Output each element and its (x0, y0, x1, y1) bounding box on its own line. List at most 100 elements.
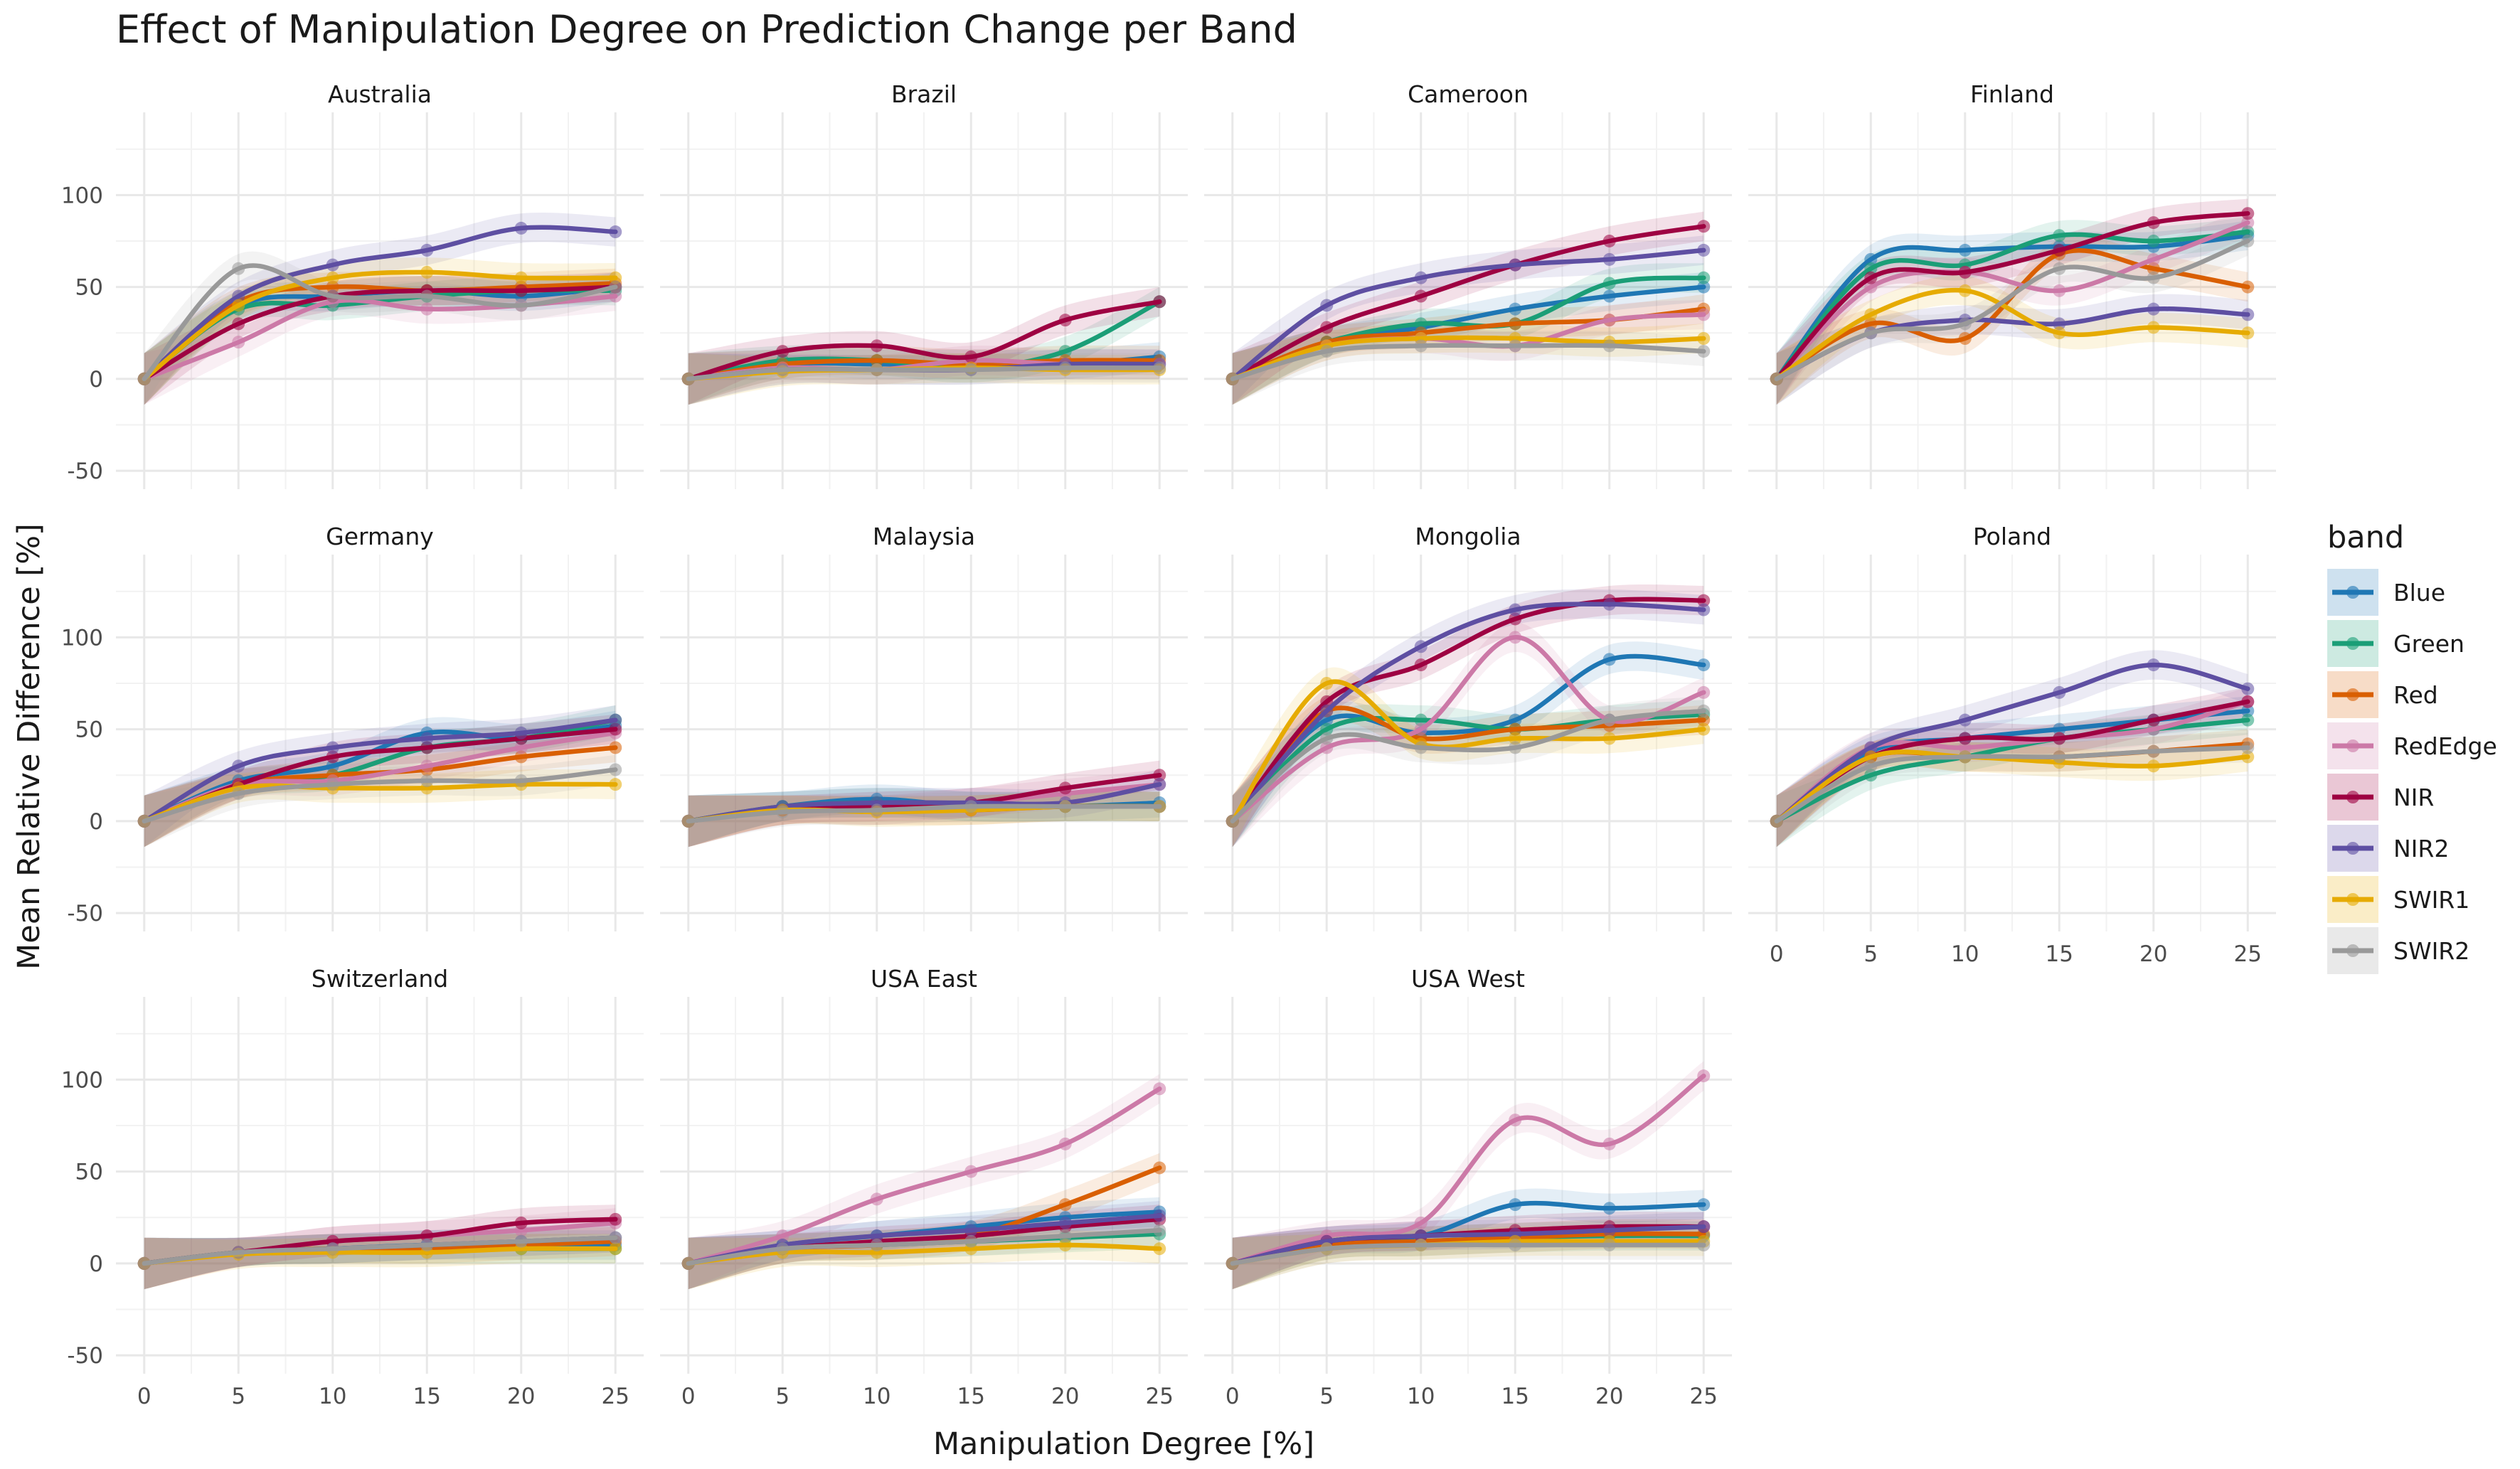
legend-label: Red (2393, 681, 2438, 709)
data-point-swir2 (1770, 372, 1783, 385)
y-tick-label: 100 (61, 625, 103, 651)
series-line-swir2 (686, 1228, 1162, 1266)
data-point-green (2241, 225, 2255, 239)
series-line-nir2 (1230, 247, 1706, 382)
data-point-rededge (420, 759, 434, 773)
data-point-swir2 (776, 1242, 790, 1256)
data-point-nir2 (964, 1224, 978, 1237)
series-line-nir2 (142, 225, 618, 382)
series-line-nir (686, 299, 1162, 382)
data-point-rededge (1153, 1082, 1166, 1096)
data-point-swir1 (1958, 284, 1972, 297)
data-point-rededge (1509, 1113, 1522, 1127)
data-point-swir2 (681, 1256, 695, 1270)
data-point-swir1 (609, 271, 622, 284)
facet-panel: Poland 0 5 10 15 20 25 (1748, 523, 2276, 967)
x-tick-label: 5 (231, 1384, 245, 1409)
data-point-rededge (1414, 1217, 1428, 1229)
data-point-nir2 (232, 759, 245, 773)
facet-strip-label: USA East (871, 965, 977, 993)
data-point-swir2 (1509, 1239, 1522, 1252)
data-point-swir2 (964, 363, 978, 376)
data-point-swir2 (1509, 339, 1522, 353)
data-point-nir2 (2053, 317, 2066, 331)
data-point-swir2 (1414, 741, 1428, 754)
data-point-nir2 (514, 726, 528, 739)
data-point-green (1058, 345, 1072, 358)
data-point-nir2 (514, 221, 528, 235)
data-point-blue (1509, 713, 1522, 727)
data-point-red (1958, 332, 1972, 345)
data-point-rededge (1058, 1137, 1072, 1150)
data-point-nir2 (1602, 597, 1616, 611)
data-point-rededge (609, 289, 622, 303)
legend-key-point (2346, 791, 2359, 803)
x-tick-label: 20 (2139, 941, 2167, 967)
data-point-rededge (1509, 631, 1522, 644)
legend-key-point (2346, 586, 2359, 599)
x-tick-label: 25 (2234, 941, 2262, 967)
data-point-nir2 (609, 225, 622, 239)
data-point-rededge (2053, 284, 2066, 297)
data-point-nir2 (1414, 271, 1428, 284)
y-tick-label: 0 (89, 367, 103, 392)
legend-item-rededge: RedEdge (2327, 722, 2497, 769)
y-tick-label: -50 (67, 1343, 103, 1369)
data-point-nir2 (1602, 1224, 1616, 1237)
data-point-red (326, 280, 339, 294)
facet-panel: Brazil (660, 80, 1188, 489)
data-point-swir2 (870, 803, 883, 817)
facet-panel: Switzerland -50 0 50 100 0 5 10 15 20 25 (61, 965, 644, 1409)
series-line-nir2 (1230, 1224, 1706, 1266)
data-point-nir2 (1320, 704, 1334, 717)
confidence-ribbon-blue (1232, 272, 1704, 405)
legend-label: NIR2 (2393, 835, 2449, 862)
data-point-nir (1058, 314, 1072, 327)
series-line-red (142, 281, 618, 382)
data-point-swir2 (1770, 814, 1783, 828)
data-point-nir (2053, 732, 2066, 745)
data-point-swir2 (1153, 800, 1166, 813)
data-point-swir2 (1414, 339, 1428, 353)
data-point-nir (1697, 220, 1711, 233)
data-point-nir2 (1058, 1217, 1072, 1229)
data-point-blue (1602, 1202, 1616, 1215)
data-point-swir2 (1226, 372, 1239, 385)
legend-label: NIR (2393, 784, 2434, 811)
series-line-swir2 (1230, 1242, 1706, 1266)
data-point-nir (2241, 207, 2255, 220)
data-point-swir2 (1320, 345, 1334, 358)
data-point-swir2 (1058, 1229, 1072, 1243)
data-point-nir2 (2053, 685, 2066, 699)
data-point-nir2 (870, 1229, 883, 1243)
confidence-ribbon-red (1232, 693, 1704, 848)
data-point-rededge (2241, 216, 2255, 230)
series-line-swir2 (1774, 238, 2250, 382)
data-point-swir2 (420, 774, 434, 787)
data-point-nir (420, 741, 434, 754)
data-point-nir (232, 317, 245, 331)
data-point-red (1058, 1198, 1072, 1212)
data-point-swir2 (2147, 744, 2160, 758)
data-point-nir2 (2147, 658, 2160, 672)
x-tick-label: 20 (1051, 1384, 1079, 1409)
data-point-swir2 (326, 289, 339, 303)
data-point-rededge (2147, 252, 2160, 266)
confidence-ribbon-nir (688, 287, 1160, 405)
data-point-nir (2053, 243, 2066, 257)
series-line-swir1 (142, 269, 618, 382)
data-point-swir2 (870, 1239, 883, 1252)
legend-item-red: Red (2327, 671, 2438, 718)
facet-panel: USA West 0 5 10 15 20 25 (1204, 965, 1732, 1409)
data-point-swir1 (514, 271, 528, 284)
data-point-blue (326, 759, 339, 773)
data-point-swir2 (1602, 713, 1616, 727)
data-point-nir (1414, 289, 1428, 303)
data-point-swir2 (2241, 234, 2255, 247)
y-tick-label: 100 (61, 183, 103, 208)
series-line-nir2 (1774, 662, 2250, 824)
data-point-swir2 (2241, 741, 2255, 754)
data-point-nir2 (1153, 778, 1166, 791)
data-point-swir2 (681, 372, 695, 385)
